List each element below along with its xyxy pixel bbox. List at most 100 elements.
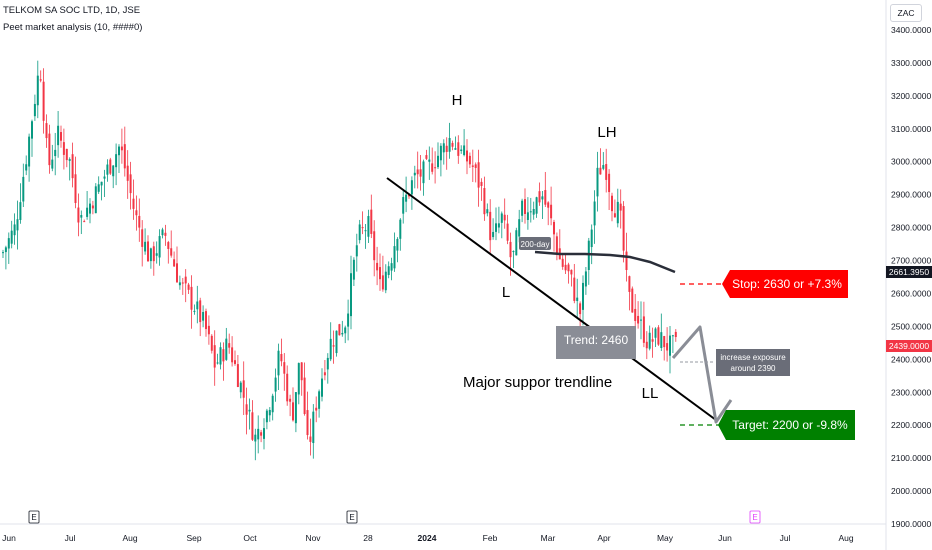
price-tick-label: 2900.0000 [891,190,931,200]
candle-body [91,205,94,209]
candle-body [248,409,251,412]
candle-body [251,412,254,440]
candle-body [631,288,634,313]
candle-body [176,263,178,283]
price-tick-label: 3400.0000 [891,25,931,35]
candle-body [590,229,593,248]
event-marker: E [752,513,757,522]
time-axis[interactable]: Jun Jul Aug Sep Oct Nov 28 2024 Feb Mar Apr May Jun J… [2,533,854,543]
candle-body [663,336,666,348]
candle-body [671,335,674,337]
candle-body [207,325,210,335]
candle-body [373,231,376,261]
candle-body [564,264,567,271]
candle-body [323,372,326,376]
candle-body [547,202,550,208]
candle-body [669,335,671,356]
candle-body [335,330,338,354]
candle-body [364,230,367,232]
currency-badge[interactable]: ZAC [890,4,922,22]
candle-body [628,276,631,292]
candle-body [271,395,274,413]
candle-body [651,339,654,342]
ma-label: 200-day [521,240,550,249]
candle-body [57,125,60,146]
candle-body [74,174,77,203]
time-tick-label: 2024 [418,533,437,543]
candle-body [199,300,202,323]
candle-body [147,241,149,262]
candle-body [634,308,637,321]
candle-body [506,223,509,241]
indicator-legend[interactable]: Peet market analysis (10, ####0) [3,22,143,33]
pattern-label-h: H [452,92,463,109]
target-box [718,410,855,440]
candle-body [161,229,164,236]
time-tick-label: Aug [838,533,853,543]
candle-body [65,148,68,161]
event-marker: E [31,513,36,522]
candle-body [616,201,619,224]
target-box-text: Target: 2200 or -9.8% [732,418,848,432]
candle-body [22,176,25,202]
event-marker-box[interactable] [749,510,761,524]
candle-body [642,316,645,343]
candle-body [51,159,54,169]
candle-body [422,161,425,184]
candle-body [387,266,390,275]
candle-body [367,216,370,237]
support-trendline[interactable] [386,177,717,421]
candle-body [428,159,431,162]
candle-body [550,204,553,219]
candle-body [152,246,155,262]
candle-body [579,303,582,315]
exposure-note-line2: around 2390 [731,364,776,373]
time-tick-label: May [657,533,674,543]
candle-body [277,350,280,376]
candle-body [234,360,236,364]
candle-body [306,410,309,436]
candle-body [402,197,405,214]
candle-body [384,271,387,291]
price-axis[interactable]: 3400.0000 3300.0000 3200.0000 3100.0000 3000… [891,25,931,529]
candle-body [184,276,187,284]
price-tick-label: 2500.0000 [891,321,931,331]
candle-body [28,136,31,167]
current-price-tag-bg [886,340,932,352]
candle-body [83,221,86,223]
candle-body [347,313,350,327]
candle-body [370,209,373,234]
stop-box-text: Stop: 2630 or +7.3% [732,277,842,291]
candle-body [144,241,147,252]
candle-body [355,245,358,257]
event-marker-box[interactable] [28,510,40,524]
candle-body [637,315,640,324]
candle-body [297,363,300,395]
candle-body [219,347,222,365]
candle-body [666,343,669,351]
candle-body [518,219,521,237]
event-marker-box[interactable] [346,510,358,524]
candle-body [439,145,442,161]
candle-body [94,186,97,214]
candle-body [480,181,483,186]
time-tick-label: Jun [718,533,732,543]
candle-body [231,347,234,363]
candle-body [466,150,468,162]
candle-body [13,224,16,236]
price-tick-label: 1900.0000 [891,519,931,529]
candle-body [86,207,89,217]
candle-body [48,133,51,166]
candle-body [622,206,625,251]
last-price-tag-bg [886,266,932,278]
candle-body [582,282,584,310]
candle-body [625,251,628,270]
candle-body [352,259,355,280]
candle-body [33,103,36,117]
price-tick-label: 2700.0000 [891,256,931,266]
time-tick-label: Nov [305,533,321,543]
candle-body [497,223,500,228]
symbol-title[interactable]: TELKOM SA SOC LTD, 1D, JSE [3,5,141,16]
price-tick-label: 2600.0000 [891,288,931,298]
